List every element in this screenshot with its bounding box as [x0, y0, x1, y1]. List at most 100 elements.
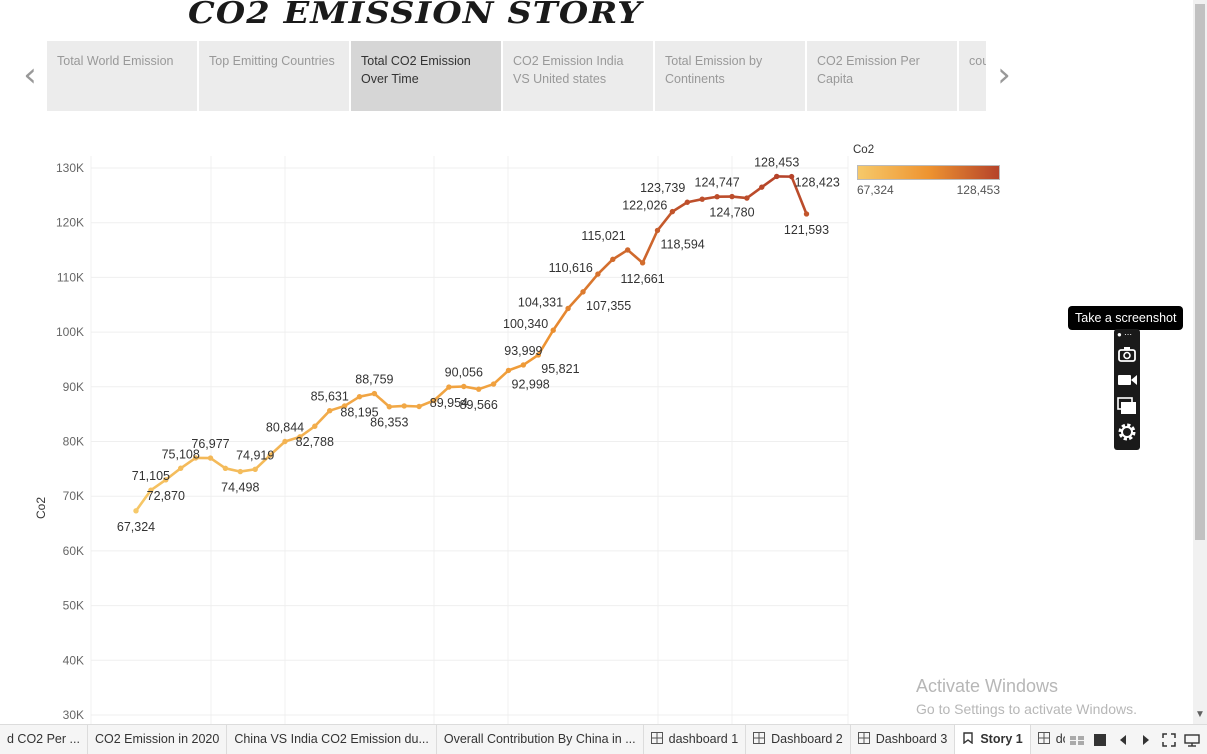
data-label: 80,844	[266, 421, 304, 435]
line-segment	[522, 353, 540, 367]
data-label: 118,594	[661, 237, 705, 251]
y-tick-label: 70K	[63, 489, 84, 503]
y-tick-label: 60K	[63, 544, 84, 558]
screenshot-tooltip: Take a screenshot	[1068, 306, 1184, 330]
data-label: 104,331	[518, 295, 563, 309]
activate-windows-watermark: Activate Windows Go to Settings to activ…	[916, 676, 1137, 717]
gear-icon[interactable]	[1116, 421, 1138, 443]
tab-scroll-left-icon[interactable]	[1112, 729, 1134, 751]
data-label: 88,195	[340, 406, 378, 420]
story-point-3[interactable]: CO2 Emission India VS United states	[503, 41, 653, 111]
line-segment	[760, 175, 779, 189]
data-point	[133, 508, 139, 514]
sheet-tab-6[interactable]: Dashboard 3	[851, 725, 956, 754]
scrollbar-thumb[interactable]	[1195, 4, 1205, 540]
data-point	[565, 305, 571, 312]
data-point	[207, 455, 214, 461]
story-point-5[interactable]: CO2 Emission Per Capita	[807, 41, 957, 111]
story-point-2[interactable]: Total CO2 Emission Over Time	[351, 41, 501, 111]
data-label: 71,105	[132, 469, 170, 483]
y-axis-title: Co2	[34, 497, 48, 519]
data-label: 76,977	[191, 437, 229, 451]
line-segment	[596, 258, 615, 276]
story-point-1[interactable]: Top Emitting Countries	[199, 41, 349, 111]
data-point	[505, 367, 512, 374]
data-point	[163, 477, 169, 483]
data-point	[684, 199, 690, 205]
y-tick-label: 130K	[56, 161, 84, 175]
data-label: 121,593	[784, 223, 829, 237]
fit-to-window-icon[interactable]	[1158, 729, 1180, 751]
show-sheet-sorter-icon[interactable]	[1066, 729, 1088, 751]
chevron-right-icon[interactable]: ›	[997, 55, 1011, 95]
data-point	[774, 173, 780, 180]
data-label: 86,353	[370, 416, 408, 430]
camera-icon[interactable]	[1116, 343, 1138, 365]
data-point	[282, 438, 288, 445]
data-point	[803, 211, 810, 217]
dashboard-icon	[1037, 726, 1050, 744]
line-segment	[790, 175, 808, 216]
story-point-6[interactable]: cou	[959, 41, 986, 111]
sheet-tab-7[interactable]: Story 1	[955, 725, 1031, 754]
watermark-title: Activate Windows	[916, 676, 1059, 696]
story-point-4[interactable]: Total Emission by Continents	[655, 41, 805, 111]
data-point	[476, 386, 482, 392]
story-title: CO2 EMISSION STORY	[188, 0, 643, 30]
data-label: 74,919	[236, 448, 274, 462]
data-point	[461, 383, 467, 390]
sheet-tab-0[interactable]: d CO2 Per ...	[0, 725, 88, 754]
y-tick-label: 40K	[63, 653, 84, 667]
data-point	[267, 452, 273, 458]
dashboard-icon	[857, 726, 870, 744]
tab-scroll-right-icon[interactable]	[1135, 729, 1157, 751]
line-segment	[313, 409, 332, 428]
sheet-tab-1[interactable]: CO2 Emission in 2020	[88, 725, 228, 754]
data-label: 85,631	[311, 390, 349, 404]
presentation-mode-icon[interactable]	[1181, 729, 1203, 751]
line-segment	[179, 456, 197, 470]
tab-bar-controls	[1065, 725, 1203, 754]
data-label: 74,498	[221, 481, 259, 495]
line-segment	[671, 200, 689, 213]
sheet-tab-3[interactable]: Overall Contribution By China in ...	[437, 725, 644, 754]
sheet-tab-4[interactable]: dashboard 1	[644, 725, 747, 754]
line-segment	[373, 392, 391, 409]
data-point	[639, 260, 646, 266]
data-point	[312, 423, 318, 429]
line-segment	[253, 453, 272, 471]
data-point	[327, 407, 333, 414]
data-point	[416, 403, 422, 410]
data-label: 89,954	[430, 396, 468, 410]
sheet-tab-label: d CO2 Per ...	[7, 732, 80, 746]
data-label: 115,021	[581, 229, 625, 243]
dashboard-icon	[650, 726, 663, 744]
sheet-tab-bar: d CO2 Per ... CO2 Emission in 2020 China V…	[0, 724, 1207, 754]
data-label: 122,026	[622, 199, 667, 213]
data-point	[297, 434, 303, 440]
chevron-left-icon[interactable]: ‹	[23, 55, 37, 95]
line-segment	[536, 328, 555, 357]
gallery-icon[interactable]	[1116, 395, 1138, 417]
data-point	[192, 455, 199, 461]
data-point	[699, 196, 705, 202]
line-segment	[298, 424, 317, 439]
data-point	[178, 465, 184, 471]
data-point	[580, 289, 586, 295]
data-point	[669, 208, 676, 215]
data-label: 100,340	[503, 317, 548, 331]
line-segment	[149, 478, 168, 492]
sheet-tab-2[interactable]: China VS India CO2 Emission du...	[227, 725, 437, 754]
data-label: 123,739	[640, 181, 685, 195]
video-camera-icon[interactable]	[1116, 369, 1138, 391]
show-filmstrip-icon[interactable]	[1089, 729, 1111, 751]
line-segment	[611, 248, 630, 261]
scroll-down-arrow-icon[interactable]: ▼	[1195, 709, 1205, 720]
sheet-tab-5[interactable]: Dashboard 2	[746, 725, 851, 754]
line-segment	[492, 369, 510, 386]
toolbar-menu-icon[interactable]: ● ⋯	[1117, 330, 1133, 339]
data-point	[356, 393, 363, 400]
y-tick-label: 120K	[56, 216, 84, 230]
story-point-0[interactable]: Total World Emission	[47, 41, 197, 111]
data-point	[401, 403, 407, 409]
